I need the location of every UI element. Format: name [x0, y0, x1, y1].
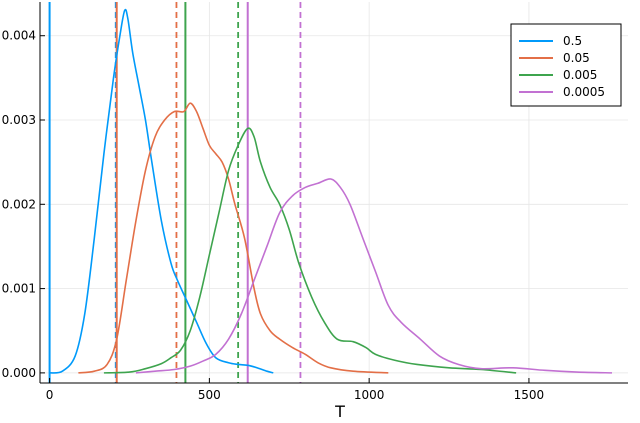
x-tick-label-1: 500: [198, 388, 221, 402]
legend-label-2: 0.005: [563, 68, 597, 82]
y-tick-label-3: 0.003: [2, 113, 36, 127]
vertical-markers: [48, 2, 302, 383]
x-axis-label: T: [334, 402, 345, 421]
axes: [39, 2, 628, 384]
y-tick-label-2: 0.002: [2, 197, 36, 211]
tick-labels: 0 500 1000 1500 0.000 0.001 0.002 0.003 0.004: [2, 29, 545, 402]
x-tick-label-2: 1000: [354, 388, 385, 402]
series-line-0: [49, 8, 274, 374]
x-tick-label-0: 0: [46, 388, 54, 402]
series-line-1: [78, 102, 389, 374]
y-tick-label-4: 0.004: [2, 29, 36, 43]
x-tick-label-3: 1500: [514, 388, 545, 402]
series-line-2: [103, 127, 517, 374]
y-tick-label-1: 0.001: [2, 282, 36, 296]
series-line-3: [135, 178, 613, 374]
series-lines: [49, 8, 613, 374]
legend-label-3: 0.0005: [563, 85, 605, 99]
legend-label-1: 0.05: [563, 51, 590, 65]
legend: 0.5 0.05 0.005 0.0005: [510, 23, 622, 107]
y-tick-label-0: 0.000: [2, 366, 36, 380]
legend-label-0: 0.5: [563, 34, 582, 48]
